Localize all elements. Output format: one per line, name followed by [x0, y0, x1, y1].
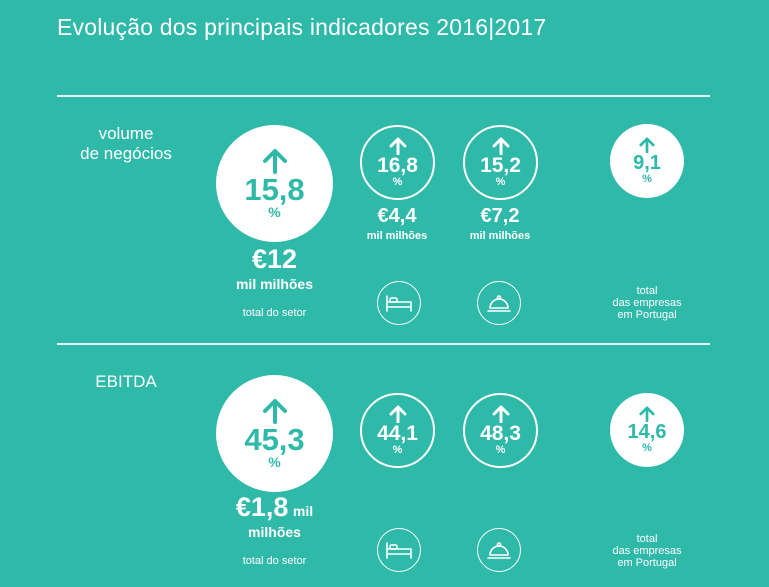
- arrow-up-icon: [388, 405, 408, 423]
- growth-percent: 15,8: [244, 172, 305, 207]
- food-value: €7,2: [480, 205, 520, 227]
- sector-growth-circle: 15,8 %: [216, 125, 333, 242]
- growth-percent: 14,6: [627, 421, 667, 443]
- caption-line: das empresas: [612, 297, 682, 309]
- total-caption: total das empresas em Portugal: [600, 533, 694, 569]
- bed-icon: [377, 281, 421, 325]
- arrow-up-icon: [260, 148, 290, 174]
- bed-icon: [377, 528, 421, 572]
- section-label-line: de negócios: [80, 144, 172, 163]
- divider-top: [57, 95, 710, 97]
- total-growth-circle: 14,6 %: [610, 393, 684, 467]
- growth-percent: 16,8: [377, 154, 418, 177]
- sector-caption: total do setor: [242, 307, 307, 319]
- percent-sign: %: [642, 442, 652, 454]
- caption-line: total: [636, 533, 658, 545]
- caption-line: total: [636, 285, 658, 297]
- growth-percent: 15,2: [480, 154, 521, 177]
- arrow-up-icon: [260, 398, 290, 424]
- percent-sign: %: [495, 176, 506, 188]
- arrow-up-icon: [388, 137, 408, 155]
- percent-sign: %: [268, 204, 281, 220]
- percent-sign: %: [392, 176, 403, 188]
- arrow-up-icon: [638, 406, 656, 422]
- percent-sign: %: [495, 444, 506, 456]
- caption-line: das empresas: [612, 545, 682, 557]
- total-caption: total das empresas em Portugal: [600, 285, 694, 321]
- growth-percent: 48,3: [480, 422, 521, 445]
- percent-sign: %: [268, 454, 281, 470]
- growth-percent: 44,1: [377, 422, 418, 445]
- food-growth-circle: 15,2 %: [463, 125, 538, 200]
- percent-sign: %: [392, 444, 403, 456]
- sector-caption: total do setor: [242, 555, 307, 567]
- caption-line: em Portugal: [617, 309, 677, 321]
- section-label-volume: volume de negócios: [76, 124, 176, 164]
- sector-value: €1,8: [235, 492, 289, 522]
- arrow-up-icon: [491, 405, 511, 423]
- arrow-up-icon: [638, 137, 656, 153]
- section-label-line: volume: [98, 124, 154, 143]
- percent-sign: %: [642, 173, 652, 185]
- lodging-growth-circle: 16,8 %: [360, 125, 435, 200]
- food-growth-circle: 48,3 %: [463, 393, 538, 468]
- lodging-value: €4,4: [377, 205, 417, 227]
- lodging-growth-circle: 44,1 %: [360, 393, 435, 468]
- sector-value: €12: [251, 244, 298, 274]
- lodging-unit: mil milhões: [366, 230, 428, 242]
- food-unit: mil milhões: [469, 230, 531, 242]
- arrow-up-icon: [491, 137, 511, 155]
- divider-middle: [57, 343, 710, 345]
- page-title: Evolução dos principais indicadores 2016…: [57, 14, 547, 40]
- section-label-line: EBITDA: [95, 372, 157, 391]
- sector-value-line: €1,8 mil: [206, 492, 343, 522]
- sector-unit-line2: milhões: [248, 524, 301, 540]
- section-label-ebitda: EBITDA: [76, 372, 176, 392]
- growth-percent: 45,3: [244, 422, 305, 457]
- growth-percent: 9,1: [633, 152, 661, 174]
- sector-unit: mil milhões: [235, 276, 314, 292]
- cloche-icon: [477, 281, 521, 325]
- caption-line: em Portugal: [617, 557, 677, 569]
- sector-unit: mil: [292, 503, 314, 519]
- sector-growth-circle: 45,3 %: [216, 375, 333, 492]
- cloche-icon: [477, 528, 521, 572]
- total-growth-circle: 9,1 %: [610, 124, 684, 198]
